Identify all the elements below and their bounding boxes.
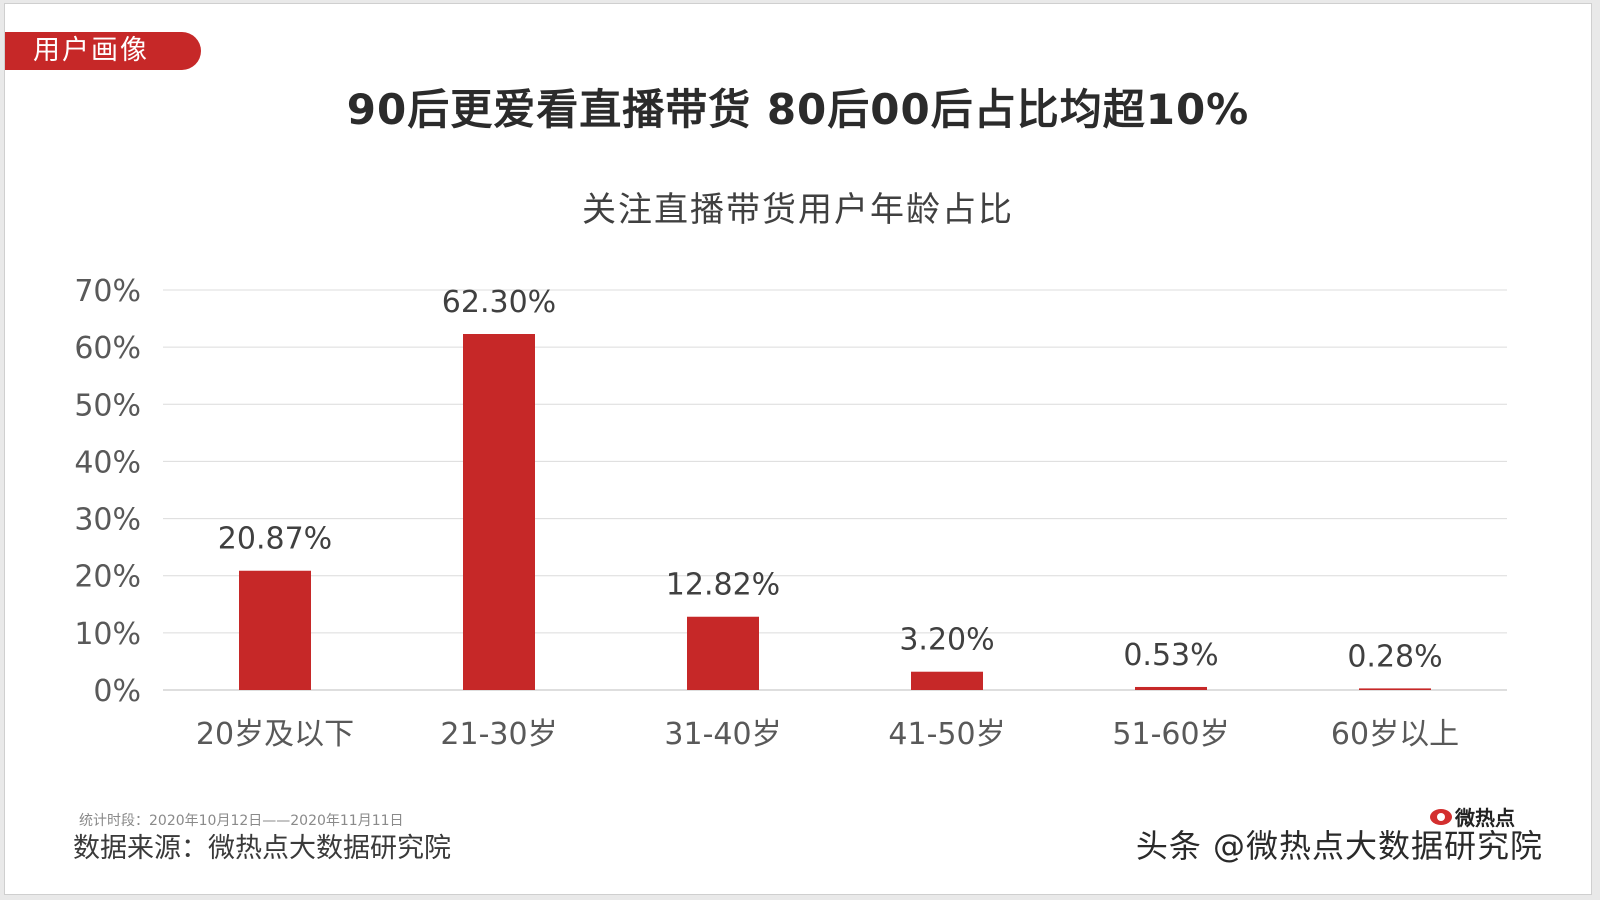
data-label: 12.82% (666, 568, 780, 603)
bar (911, 671, 983, 690)
data-label: 62.30% (442, 285, 556, 320)
statistics-period: 统计时段：2020年10月12日——2020年11月11日 (79, 813, 404, 829)
bar (239, 570, 311, 690)
x-tick-label: 51-60岁 (1112, 717, 1229, 752)
bar (687, 616, 759, 690)
eye-icon (1430, 808, 1452, 825)
y-tick-label: 0% (93, 674, 141, 709)
bar-chart: 0% 10% 20% 30% 40% 50% 60% 70% 20.87% 20岁及以下 62.30… (74, 274, 1507, 752)
x-tick-label: 20岁及以下 (196, 717, 354, 752)
data-label: 3.20% (899, 623, 994, 658)
section-tag: 用户画像 (5, 32, 201, 70)
bar (1359, 688, 1431, 690)
brand-logo-text: 微热点 (1455, 806, 1515, 830)
data-label: 20.87% (218, 522, 332, 557)
x-tick-label: 60岁以上 (1331, 717, 1459, 752)
y-tick-label: 40% (74, 445, 141, 480)
data-label: 0.53% (1123, 638, 1218, 673)
y-tick-label: 20% (74, 560, 141, 595)
slide: 用户画像 90后更爱看直播带货 80后00后占比均超10% 关注直播带货用户年龄… (4, 3, 1592, 895)
brand-logo: 微热点 (1430, 802, 1515, 831)
watermark: 头条 @微热点大数据研究院 (1135, 827, 1543, 865)
headline: 90后更爱看直播带货 80后00后占比均超10% (346, 85, 1250, 134)
bar (1135, 686, 1207, 690)
data-label: 0.28% (1347, 639, 1442, 674)
y-tick-label: 10% (74, 617, 141, 652)
chart-title: 关注直播带货用户年龄占比 (582, 190, 1014, 230)
x-tick-label: 31-40岁 (664, 717, 781, 752)
y-tick-label: 70% (74, 274, 141, 309)
y-tick-label: 50% (74, 388, 141, 423)
x-tick-label: 41-50岁 (888, 717, 1005, 752)
x-tick-label: 21-30岁 (440, 717, 557, 752)
data-source: 数据来源：微热点大数据研究院 (73, 833, 451, 864)
bar (463, 334, 535, 690)
y-tick-label: 30% (74, 503, 141, 538)
y-tick-label: 60% (74, 331, 141, 366)
